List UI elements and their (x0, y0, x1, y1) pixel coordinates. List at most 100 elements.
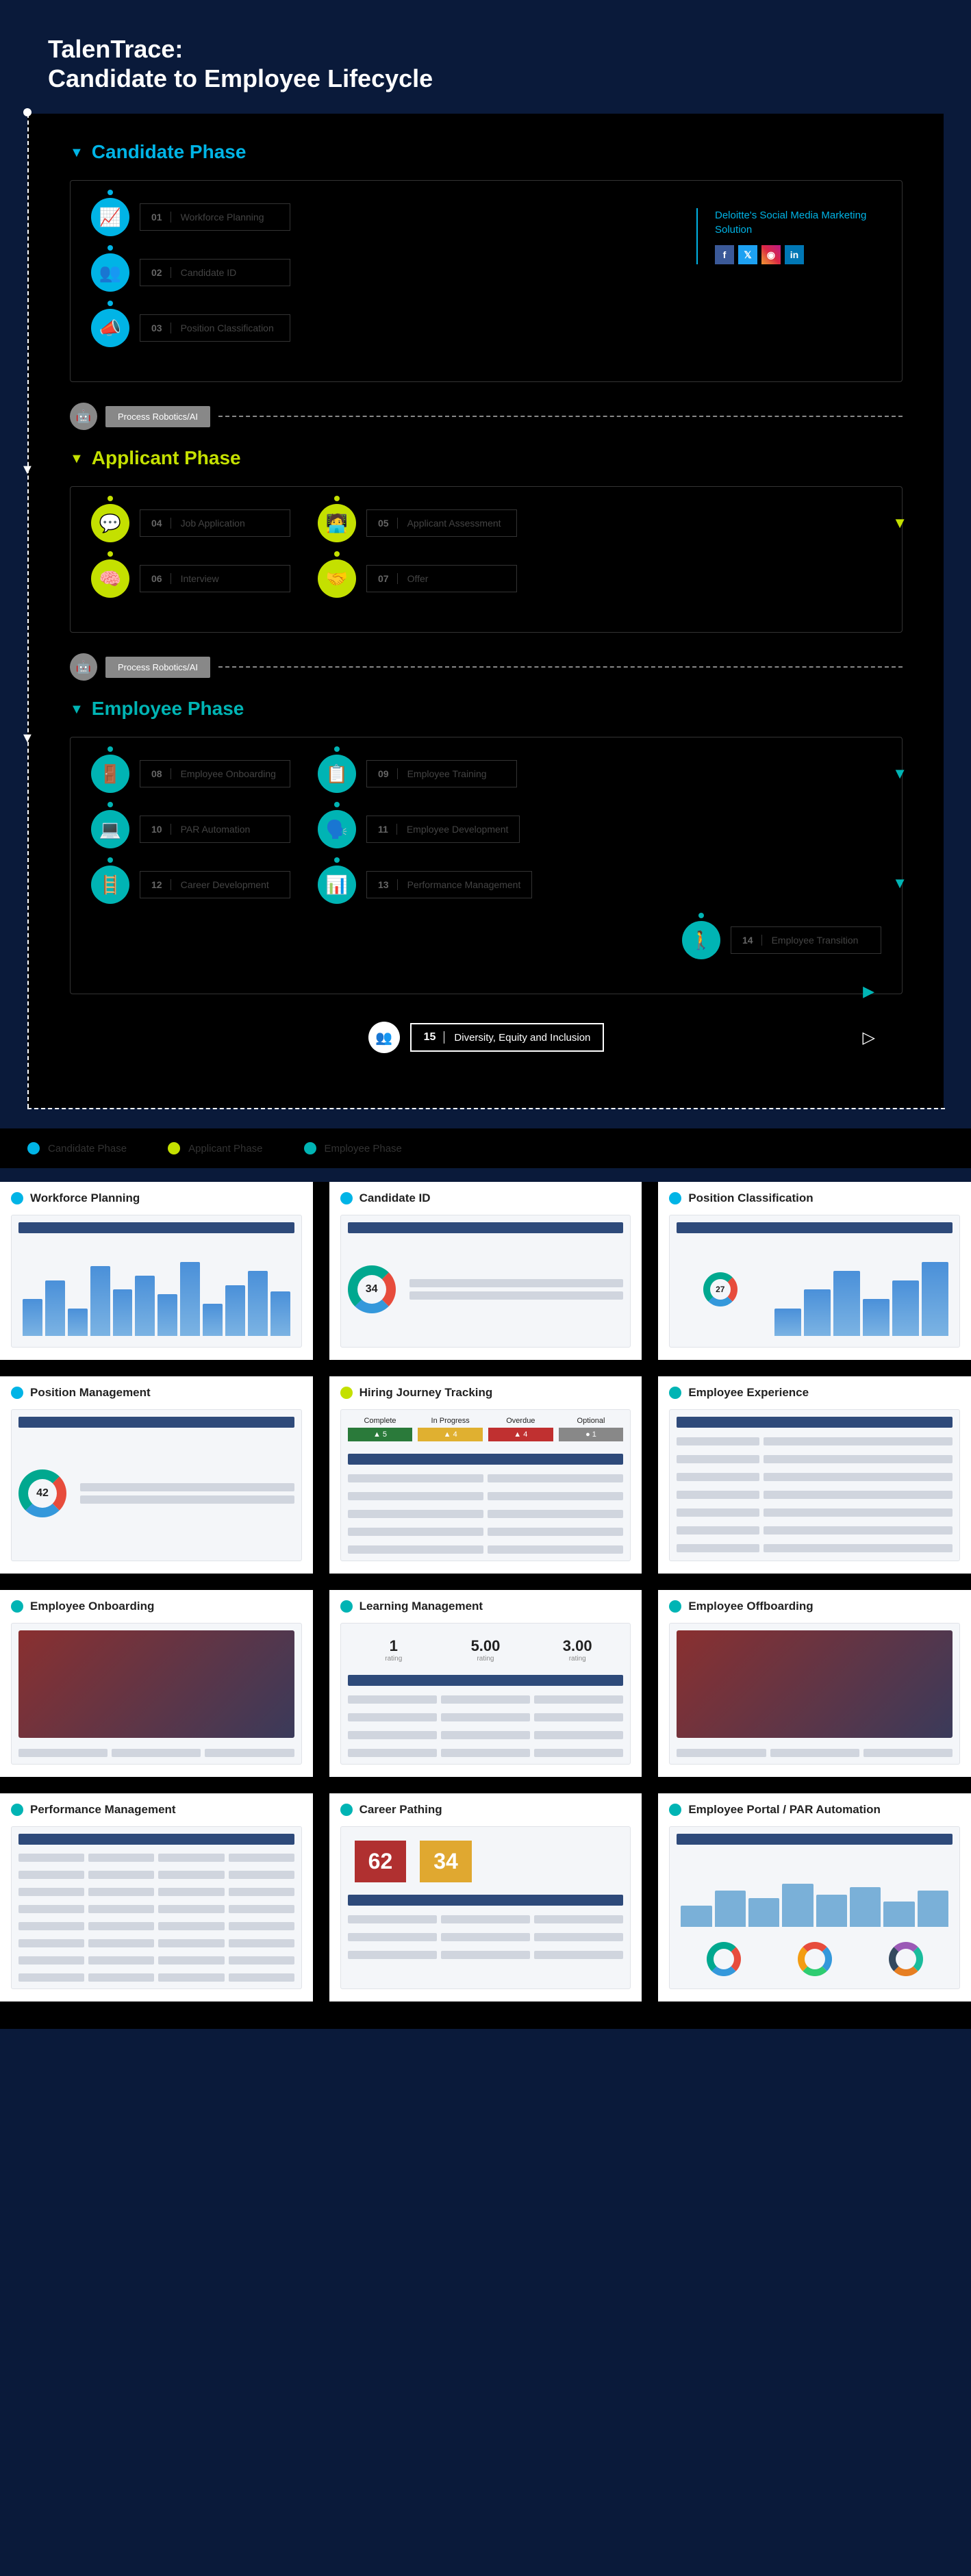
step-icon: 🚶 (682, 921, 720, 959)
module-card[interactable]: Position Classification27 (658, 1182, 971, 1360)
step-icon: 📊 (318, 866, 356, 904)
step-label: Performance Management (407, 879, 521, 891)
step-number: 02 (151, 267, 171, 278)
social-media-panel: Deloitte's Social Media Marketing Soluti… (696, 208, 874, 264)
phase-dot-icon (11, 1192, 23, 1204)
step-label: Position Classification (181, 322, 274, 334)
card-title: Candidate ID (360, 1191, 431, 1205)
module-card[interactable]: Employee Experience (658, 1376, 971, 1574)
lifecycle-step: 💻10PAR Automation (91, 810, 290, 848)
step-number: 03 (151, 323, 171, 333)
module-card[interactable]: Performance Management (0, 1793, 313, 2002)
phase-dot-icon (669, 1600, 681, 1613)
legend-dot-icon (168, 1142, 180, 1154)
ai-divider-2: 🤖 Process Robotics/AI (70, 653, 903, 681)
step-label: Employee Onboarding (181, 768, 276, 780)
step-label: Interview (181, 572, 219, 585)
lifecycle-step: 📋09Employee Training (318, 755, 517, 793)
step-icon: 🚪 (91, 755, 129, 793)
step-icon: 📣 (91, 309, 129, 347)
card-title: Position Management (30, 1386, 151, 1400)
arrow-right-icon: ▷ (863, 1028, 875, 1048)
lifecycle-step: 🚪 08 Employee Onboarding (91, 755, 290, 793)
social-panel-title: Deloitte's Social Media Marketing Soluti… (715, 208, 874, 237)
step-label: PAR Automation (181, 823, 251, 835)
step-label: Job Application (181, 517, 245, 529)
card-title: Employee Portal / PAR Automation (688, 1803, 881, 1817)
module-card[interactable]: Employee Offboarding (658, 1590, 971, 1777)
instagram-icon[interactable]: ◉ (761, 245, 781, 264)
module-card[interactable]: Workforce Planning (0, 1182, 313, 1360)
phase-dot-icon (340, 1192, 353, 1204)
card-title: Employee Experience (688, 1386, 809, 1400)
triangle-icon: ▼ (70, 702, 84, 717)
step-icon: 📈 (91, 198, 129, 236)
lifecycle-step: 🤝07Offer (318, 559, 517, 598)
legend-dot-icon (304, 1142, 316, 1154)
step-number: 13 (378, 879, 398, 890)
phase-dot-icon (11, 1387, 23, 1399)
card-title: Performance Management (30, 1803, 176, 1817)
module-card[interactable]: Career Pathing6234 (329, 1793, 642, 2002)
step-icon: 🪜 (91, 866, 129, 904)
lifecycle-step: 🧑‍💻05Applicant Assessment (318, 504, 517, 542)
lifecycle-diagram: ▼ ▼ ▼Candidate Phase 📈01Workforce Planni… (27, 114, 944, 1108)
module-card[interactable]: Position Management 42 (0, 1376, 313, 1574)
lifecycle-step: 📣 03 Position Classification (91, 309, 290, 347)
linkedin-icon[interactable]: in (785, 245, 804, 264)
facebook-icon[interactable]: f (715, 245, 734, 264)
twitter-icon[interactable]: 𝕏 (738, 245, 757, 264)
module-card[interactable]: Hiring Journey TrackingComplete▲ 5In Pro… (329, 1376, 642, 1574)
legend-label: Candidate Phase (48, 1143, 127, 1154)
candidate-phase-title: ▼Candidate Phase (70, 141, 903, 163)
card-title: Hiring Journey Tracking (360, 1386, 493, 1400)
card-title: Workforce Planning (30, 1191, 140, 1205)
timeline-arrow-icon: ▼ (21, 731, 34, 746)
divider-label: Process Robotics/AI (105, 406, 210, 427)
step-icon: 🗣️ (318, 810, 356, 848)
card-preview: 42 (11, 1409, 302, 1561)
step-number: 09 (378, 768, 398, 779)
step-number: 12 (151, 879, 171, 890)
lifecycle-step: 📊 13 Performance Management (318, 866, 532, 904)
title-line2: Candidate to Employee Lifecycle (48, 64, 433, 92)
module-card[interactable]: Employee Portal / PAR Automation (658, 1793, 971, 2002)
phase-dot-icon (11, 1804, 23, 1816)
phase-dot-icon (340, 1387, 353, 1399)
lifecycle-step: 🗣️ 11 Employee Development (318, 810, 520, 848)
card-preview: 27 (669, 1215, 960, 1348)
module-card[interactable]: Employee Onboarding (0, 1590, 313, 1777)
step-label: Diversity, Equity and Inclusion (454, 1032, 590, 1044)
step-number: 11 (378, 824, 397, 835)
step-icon: 🧑‍💻 (318, 504, 356, 542)
divider-label: Process Robotics/AI (105, 657, 210, 678)
lifecycle-step: 🧠06Interview (91, 559, 290, 598)
employee-phase: ▼Employee Phase ▼ ▼ ▶ 🚪08Employee Onboar… (70, 698, 903, 994)
card-preview (669, 1623, 960, 1765)
dei-step: 👥 15 Diversity, Equity and Inclusion ▷ (70, 1022, 903, 1053)
card-preview (669, 1409, 960, 1561)
lifecycle-step: 👥02Candidate ID (91, 253, 290, 292)
legend-item: Applicant Phase (168, 1142, 262, 1154)
phase-dot-icon (11, 1600, 23, 1613)
legend-item: Candidate Phase (27, 1142, 127, 1154)
step-label: Employee Development (407, 823, 509, 835)
step-number: 05 (378, 518, 398, 529)
robot-icon: 🤖 (70, 403, 97, 430)
lifecycle-step: 🪜12Career Development (91, 866, 290, 904)
card-title: Employee Offboarding (688, 1600, 813, 1613)
step-label: Workforce Planning (181, 211, 264, 223)
phase-dot-icon (669, 1192, 681, 1204)
step-icon: 🤝 (318, 559, 356, 598)
triangle-icon: ▼ (70, 145, 84, 160)
card-title: Employee Onboarding (30, 1600, 154, 1613)
step-number: 06 (151, 573, 171, 584)
step-number: 10 (151, 824, 171, 835)
phase-legend: Candidate PhaseApplicant PhaseEmployee P… (0, 1128, 971, 1168)
module-card[interactable]: Candidate ID34 (329, 1182, 642, 1360)
legend-dot-icon (27, 1142, 40, 1154)
flow-arrow-icon: ▶ (863, 983, 874, 1000)
triangle-icon: ▼ (70, 451, 84, 466)
module-card[interactable]: Learning Management1rating5.00rating3.00… (329, 1590, 642, 1777)
step-number: 08 (151, 768, 171, 779)
